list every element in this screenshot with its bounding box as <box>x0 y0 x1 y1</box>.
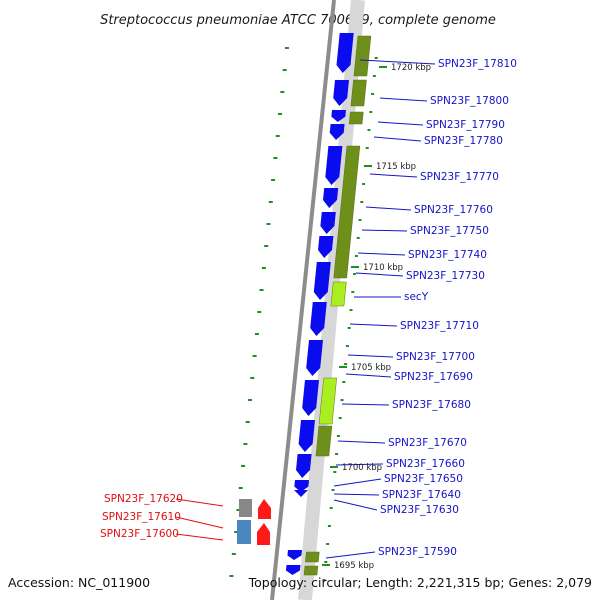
scale-labels: 1720 kbp 1715 kbp 1710 kbp 1705 kbp 1700 kbp… <box>322 63 431 571</box>
gene-label[interactable]: SPN23F_17590 <box>378 546 457 558</box>
gene-label[interactable]: SPN23F_17730 <box>406 270 485 282</box>
reverse-gene-block <box>303 565 319 576</box>
gene-features <box>237 33 372 576</box>
label-leader-line <box>357 252 406 256</box>
label-leader-line <box>347 354 394 358</box>
gene-label[interactable]: SPN23F_17790 <box>426 119 505 131</box>
forward-gene-arrow <box>298 420 315 452</box>
label-leader-line <box>365 206 412 211</box>
gene-label[interactable]: SPN23F_17660 <box>386 458 465 470</box>
label-leaders <box>175 59 436 559</box>
summary-text: Topology: circular; Length: 2,221,315 bp… <box>248 575 592 590</box>
gene-label[interactable]: SPN23F_17810 <box>438 58 517 70</box>
gene-label[interactable]: SPN23F_17670 <box>388 437 467 449</box>
gene-label[interactable]: SPN23F_17610 <box>102 511 181 523</box>
gene-label[interactable]: SPN23F_17690 <box>394 371 473 383</box>
reverse-gene-block <box>318 377 337 425</box>
forward-gene-arrow <box>294 482 309 489</box>
label-leader-line <box>361 229 408 232</box>
label-leader-line <box>349 323 398 327</box>
label-leader-line <box>369 173 418 178</box>
scale-label: 1695 kbp <box>334 561 374 571</box>
reverse-gene-block <box>330 281 347 307</box>
forward-gene-arrow <box>336 33 354 73</box>
gene-label[interactable]: SPN23F_17700 <box>396 351 475 363</box>
gene-label[interactable]: SPN23F_17710 <box>400 320 479 332</box>
label-leader-line <box>333 493 380 496</box>
gene-label[interactable]: SPN23F_17770 <box>420 171 499 183</box>
gene-label[interactable]: SPN23F_17630 <box>380 504 459 516</box>
accession-text: Accession: NC_011900 <box>8 575 150 590</box>
label-leader-line <box>355 272 404 277</box>
label-leader-line <box>325 551 376 559</box>
forward-gene-arrow <box>296 454 312 478</box>
label-leader-line <box>337 440 386 444</box>
forward-gene-arrow <box>329 124 345 140</box>
scale-label: 1705 kbp <box>351 363 391 373</box>
label-leader-line <box>379 97 428 102</box>
gene-label[interactable]: SPN23F_17640 <box>382 489 461 501</box>
label-leader-line <box>341 403 390 406</box>
rna-feature-gray <box>239 499 252 517</box>
reverse-gene-block <box>350 79 367 107</box>
map-title: Streptococcus pneumoniae ATCC 700669, co… <box>100 13 496 28</box>
rna-feature-red <box>258 499 271 519</box>
label-leader-line <box>377 121 424 126</box>
label-leader-line <box>175 516 224 529</box>
backbone-line <box>270 0 336 600</box>
scale-label: 1720 kbp <box>391 63 431 73</box>
gene-label[interactable]: SPN23F_17620 <box>104 493 183 505</box>
forward-gene-arrow <box>318 236 334 258</box>
forward-gene-arrow <box>325 146 343 185</box>
forward-gene-arrow <box>285 565 301 575</box>
gene-label[interactable]: SPN23F_17800 <box>430 95 509 107</box>
gene-label[interactable]: SPN23F_17760 <box>414 204 493 216</box>
gene-label[interactable]: secY <box>404 291 429 303</box>
label-leader-line <box>345 373 392 378</box>
rna-feature-steel <box>237 520 251 544</box>
forward-gene-arrow <box>333 80 349 106</box>
forward-gene-arrow <box>320 212 336 234</box>
label-leader-line <box>333 499 378 511</box>
label-leader-line <box>373 136 422 142</box>
forward-gene-arrow <box>323 188 339 208</box>
scale-label: 1715 kbp <box>376 162 416 172</box>
gene-label[interactable]: SPN23F_17650 <box>384 473 463 485</box>
forward-gene-arrow <box>313 262 331 300</box>
label-leader-line <box>359 59 436 65</box>
forward-gene-arrow <box>331 110 346 122</box>
scale-label: 1700 kbp <box>342 463 382 473</box>
label-leader-line <box>335 463 384 466</box>
gene-label[interactable]: SPN23F_17740 <box>408 249 487 261</box>
reverse-gene-block <box>333 145 361 279</box>
scale-label: 1710 kbp <box>363 263 403 273</box>
reverse-gene-block <box>353 35 372 77</box>
gene-label[interactable]: SPN23F_17750 <box>410 225 489 237</box>
rna-feature-red <box>257 523 270 545</box>
reverse-gene-block <box>348 111 364 125</box>
label-leader-line <box>175 498 224 507</box>
gene-labels: SPN23F_17810 SPN23F_17800 SPN23F_17790 SPN2… <box>100 58 517 558</box>
label-leader-line <box>175 533 224 541</box>
gene-label[interactable]: SPN23F_17680 <box>392 399 471 411</box>
gene-label[interactable]: SPN23F_17600 <box>100 528 179 540</box>
forward-gene-arrow <box>302 380 319 416</box>
forward-gene-arrow <box>306 340 323 376</box>
gene-label[interactable]: SPN23F_17780 <box>424 135 503 147</box>
forward-gene-arrow <box>310 302 327 336</box>
forward-gene-arrow <box>287 550 302 560</box>
forward-gene-arrow <box>294 490 308 497</box>
reverse-gene-block <box>315 425 333 457</box>
reverse-gene-block <box>305 551 320 563</box>
label-leader-line <box>333 478 382 487</box>
